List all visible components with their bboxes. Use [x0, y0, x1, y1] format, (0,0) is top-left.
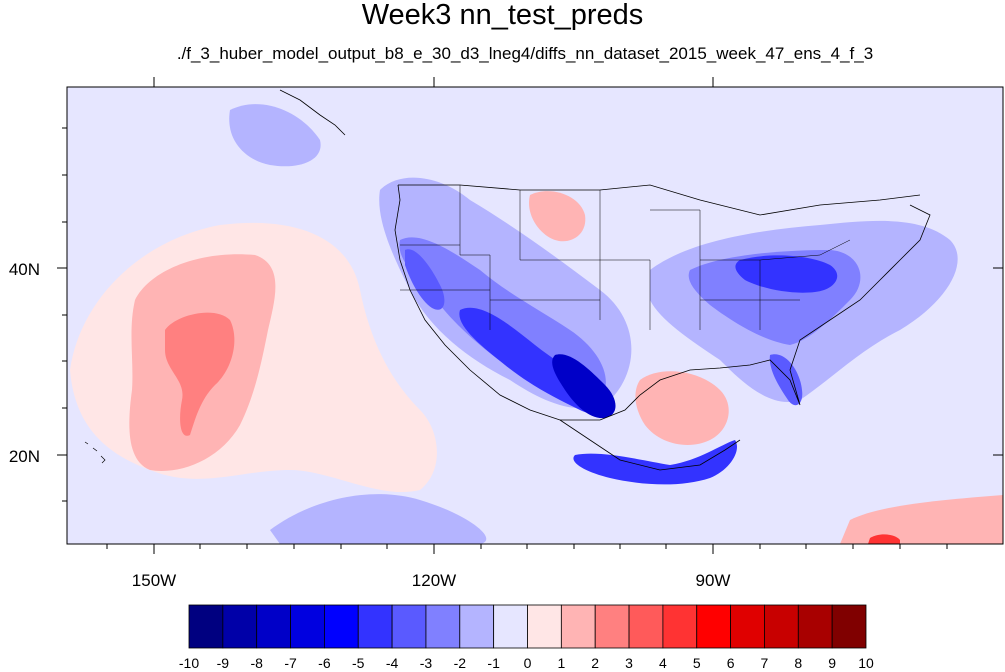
colorbar-swatch: [222, 604, 258, 649]
colorbar-swatch: [797, 604, 833, 649]
colorbar-label: 7: [761, 655, 769, 671]
plains-positive: [529, 191, 586, 242]
colorbar-swatch: [425, 604, 461, 649]
colorbar-swatch: [560, 604, 596, 649]
colorbar-swatch: [188, 604, 224, 649]
colorbar-swatch: [662, 604, 698, 649]
map-subtitle: ./f_3_huber_model_output_b8_e_30_d3_lneg…: [176, 44, 874, 63]
colorbar-label: -7: [284, 655, 297, 671]
hawaii-islands: [84, 441, 106, 464]
map-title: Week3 nn_test_preds: [361, 0, 644, 31]
colorbar-label: 0: [524, 655, 532, 671]
california-negative: [405, 249, 445, 310]
colorbar-swatch: [527, 604, 562, 649]
colorbar-label: 2: [591, 655, 599, 671]
colorbar-swatch: [628, 604, 664, 649]
florida-negative: [769, 354, 803, 406]
atlantic-positive-core: [868, 534, 900, 544]
lat-label-40n: 40N: [9, 260, 40, 279]
aleutian-negative: [229, 104, 321, 167]
colorbar: -10 -9 -8 -7 -6 -5 -4 -3 -2 -1 0 1 2 3 4 5 6 7 8 9 10: [179, 604, 874, 671]
central-america-negative: [573, 440, 738, 485]
colorbar-label: -6: [318, 655, 331, 671]
colorbar-swatch: [459, 604, 495, 649]
map-plot-area: [67, 87, 1003, 544]
colorbar-label: 9: [828, 655, 836, 671]
colorbar-swatch: [730, 604, 765, 649]
colorbar-swatch: [290, 604, 325, 649]
colorbar-label: 8: [794, 655, 802, 671]
colorbar-label: -5: [352, 655, 365, 671]
lon-label-120w: 120W: [412, 571, 456, 590]
pacific-anomaly-core: [165, 312, 235, 436]
colorbar-label: -10: [179, 655, 199, 671]
colorbar-label: -1: [487, 655, 500, 671]
colorbar-label: 10: [858, 655, 874, 671]
colorbar-swatch: [323, 604, 359, 649]
southwest-negative-core: [552, 354, 616, 419]
colorbar-swatch: [357, 604, 393, 649]
colorbar-label: 6: [727, 655, 735, 671]
appalachian-negative-core: [735, 255, 838, 293]
colorbar-label: -2: [454, 655, 467, 671]
map-minor-ticks: [62, 127, 948, 549]
colorbar-swatch: [594, 604, 630, 649]
colorbar-swatch: [696, 604, 731, 649]
state-borders: [400, 185, 851, 330]
map-ticks: [57, 77, 1003, 554]
colorbar-swatch: [391, 604, 427, 649]
colorbar-label: -4: [386, 655, 399, 671]
colorbar-label: 3: [625, 655, 633, 671]
colorbar-label: -3: [420, 655, 433, 671]
colorbar-swatch: [493, 604, 528, 649]
colorbar-swatch: [831, 604, 867, 649]
coastlines: [279, 89, 931, 471]
colorbar-label: 5: [693, 655, 701, 671]
lon-label-90w: 90W: [696, 571, 731, 590]
colorbar-label: -8: [250, 655, 263, 671]
colorbar-swatch: [764, 604, 799, 649]
colorbar-swatch: [256, 604, 291, 649]
colorbar-label: -9: [217, 655, 230, 671]
pacific-south-negative: [270, 494, 487, 544]
lon-label-150w: 150W: [132, 571, 176, 590]
colorbar-label: 4: [659, 655, 667, 671]
lat-label-20n: 20N: [9, 447, 40, 466]
colorbar-label: 1: [557, 655, 565, 671]
gulf-positive: [635, 371, 729, 445]
atlantic-positive: [840, 495, 1003, 544]
